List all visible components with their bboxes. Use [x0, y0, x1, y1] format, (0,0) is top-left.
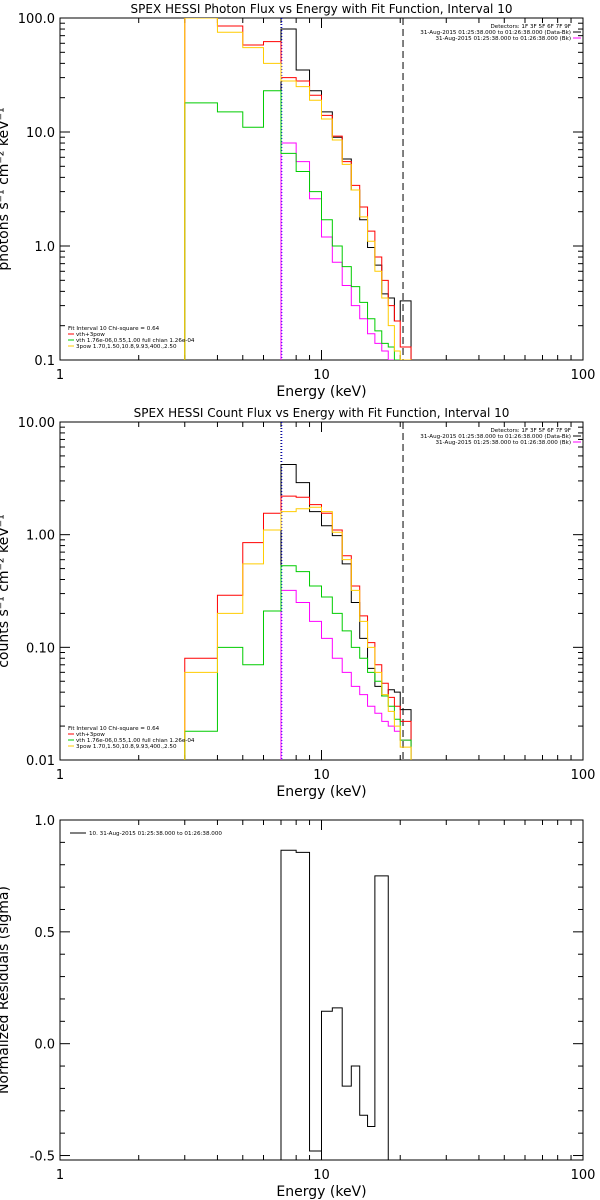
series-vth-3pow	[184, 495, 412, 760]
fit-legend-text: vth 1.76e-06,0.55,1.00 full chian 1.26e-…	[76, 738, 195, 744]
y-tick-label: 0.0	[34, 1038, 55, 1053]
fit-legend-title: Fit Interval 10 Chi-square = 0.64	[68, 326, 160, 332]
x-tick-label: 10	[313, 768, 330, 783]
fit-legend-text: 3pow 1.70,1.50,10.8,9.93,400.,2.50	[76, 344, 177, 350]
y-tick-label: 0.5	[34, 926, 55, 941]
fit-legend-text: 3pow 1.70,1.50,10.8,9.93,400.,2.50	[76, 744, 177, 750]
x-tick-label: 100	[571, 1168, 596, 1183]
y-tick-label: 10.00	[18, 416, 55, 431]
y-tick-label: 1.0	[34, 814, 55, 829]
x-axis-label: Energy (keV)	[276, 384, 366, 400]
fit-legend-text: vth+3pow	[76, 332, 105, 338]
info-text: Detectors: 1F 3F 5F 6F 7F 9F	[490, 24, 571, 30]
y-tick-label: 1.0	[34, 240, 55, 255]
y-tick-label: 0.01	[26, 754, 55, 769]
x-axis-label: Energy (keV)	[276, 784, 366, 800]
series-group	[280, 849, 389, 1160]
series-bk	[280, 589, 412, 760]
series-group	[184, 18, 412, 360]
y-axis-label: counts s⁻¹ cm⁻² keV⁻¹	[0, 514, 12, 668]
y-tick-label: 0.10	[26, 641, 55, 656]
y-tick-label: 0.1	[34, 354, 55, 369]
y-axis-label: photons s⁻¹ cm⁻² keV⁻¹	[0, 107, 12, 270]
x-tick-label: 100	[571, 368, 596, 383]
chart-panel-2: SPEX HESSI Count Flux vs Energy with Fit…	[0, 406, 595, 800]
x-tick-label: 100	[571, 768, 596, 783]
fit-legend-text: vth+3pow	[76, 732, 105, 738]
y-tick-label: 100.0	[18, 12, 55, 27]
info-text: 31-Aug-2015 01:25:38.000 to 01:26:38.000…	[435, 440, 571, 446]
info-text: 31-Aug-2015 01:25:38.000 to 01:26:38.000…	[435, 36, 571, 42]
fit-legend-title: Fit Interval 10 Chi-square = 0.64	[68, 726, 160, 732]
y-tick-label: 10.0	[26, 126, 55, 141]
series-bk	[280, 142, 412, 360]
series-vth	[184, 90, 412, 360]
y-tick-label: -0.5	[30, 1150, 55, 1165]
legend-text: 10. 31-Aug-2015 01:25:38.000 to 01:26:38…	[89, 831, 222, 837]
series-3pow	[184, 506, 412, 760]
info-text: Detectors: 1F 3F 5F 6F 7F 9F	[490, 428, 571, 434]
series-group	[184, 463, 412, 760]
chart-title: SPEX HESSI Count Flux vs Energy with Fit…	[134, 406, 510, 420]
plot-frame	[59, 17, 584, 361]
x-tick-label: 1	[56, 768, 64, 783]
info-text: 31-Aug-2015 01:25:38.000 to 01:26:38.000…	[420, 30, 571, 36]
series-data-bk	[280, 28, 412, 360]
chart-panel-3: 1 10 100 -0.5 0.0 0.5 1.0 Energy (keV) Normalize…	[0, 814, 595, 1200]
x-tick-label: 1	[56, 1168, 64, 1183]
info-text: 31-Aug-2015 01:25:38.000 to 01:26:38.000…	[420, 434, 571, 440]
chart-panel-1: SPEX HESSI Photon Flux vs Energy with Fi…	[0, 2, 595, 400]
chart-title: SPEX HESSI Photon Flux vs Energy with Fi…	[131, 2, 513, 16]
y-axis-label: Normalized Residuals (sigma)	[0, 886, 12, 1094]
series-10-31-aug-2015-01-25-38-000-to-01-26-38-000	[280, 849, 389, 1160]
fit-legend-text: vth 1.76e-06,0.55,1.00 full chian 1.26e-…	[76, 338, 195, 344]
series-3pow	[184, 18, 412, 360]
y-tick-label: 1.00	[26, 529, 55, 544]
x-axis-label: Energy (keV)	[276, 1184, 366, 1200]
x-tick-label: 10	[313, 368, 330, 383]
x-tick-label: 10	[313, 1168, 330, 1183]
x-tick-label: 1	[56, 368, 64, 383]
